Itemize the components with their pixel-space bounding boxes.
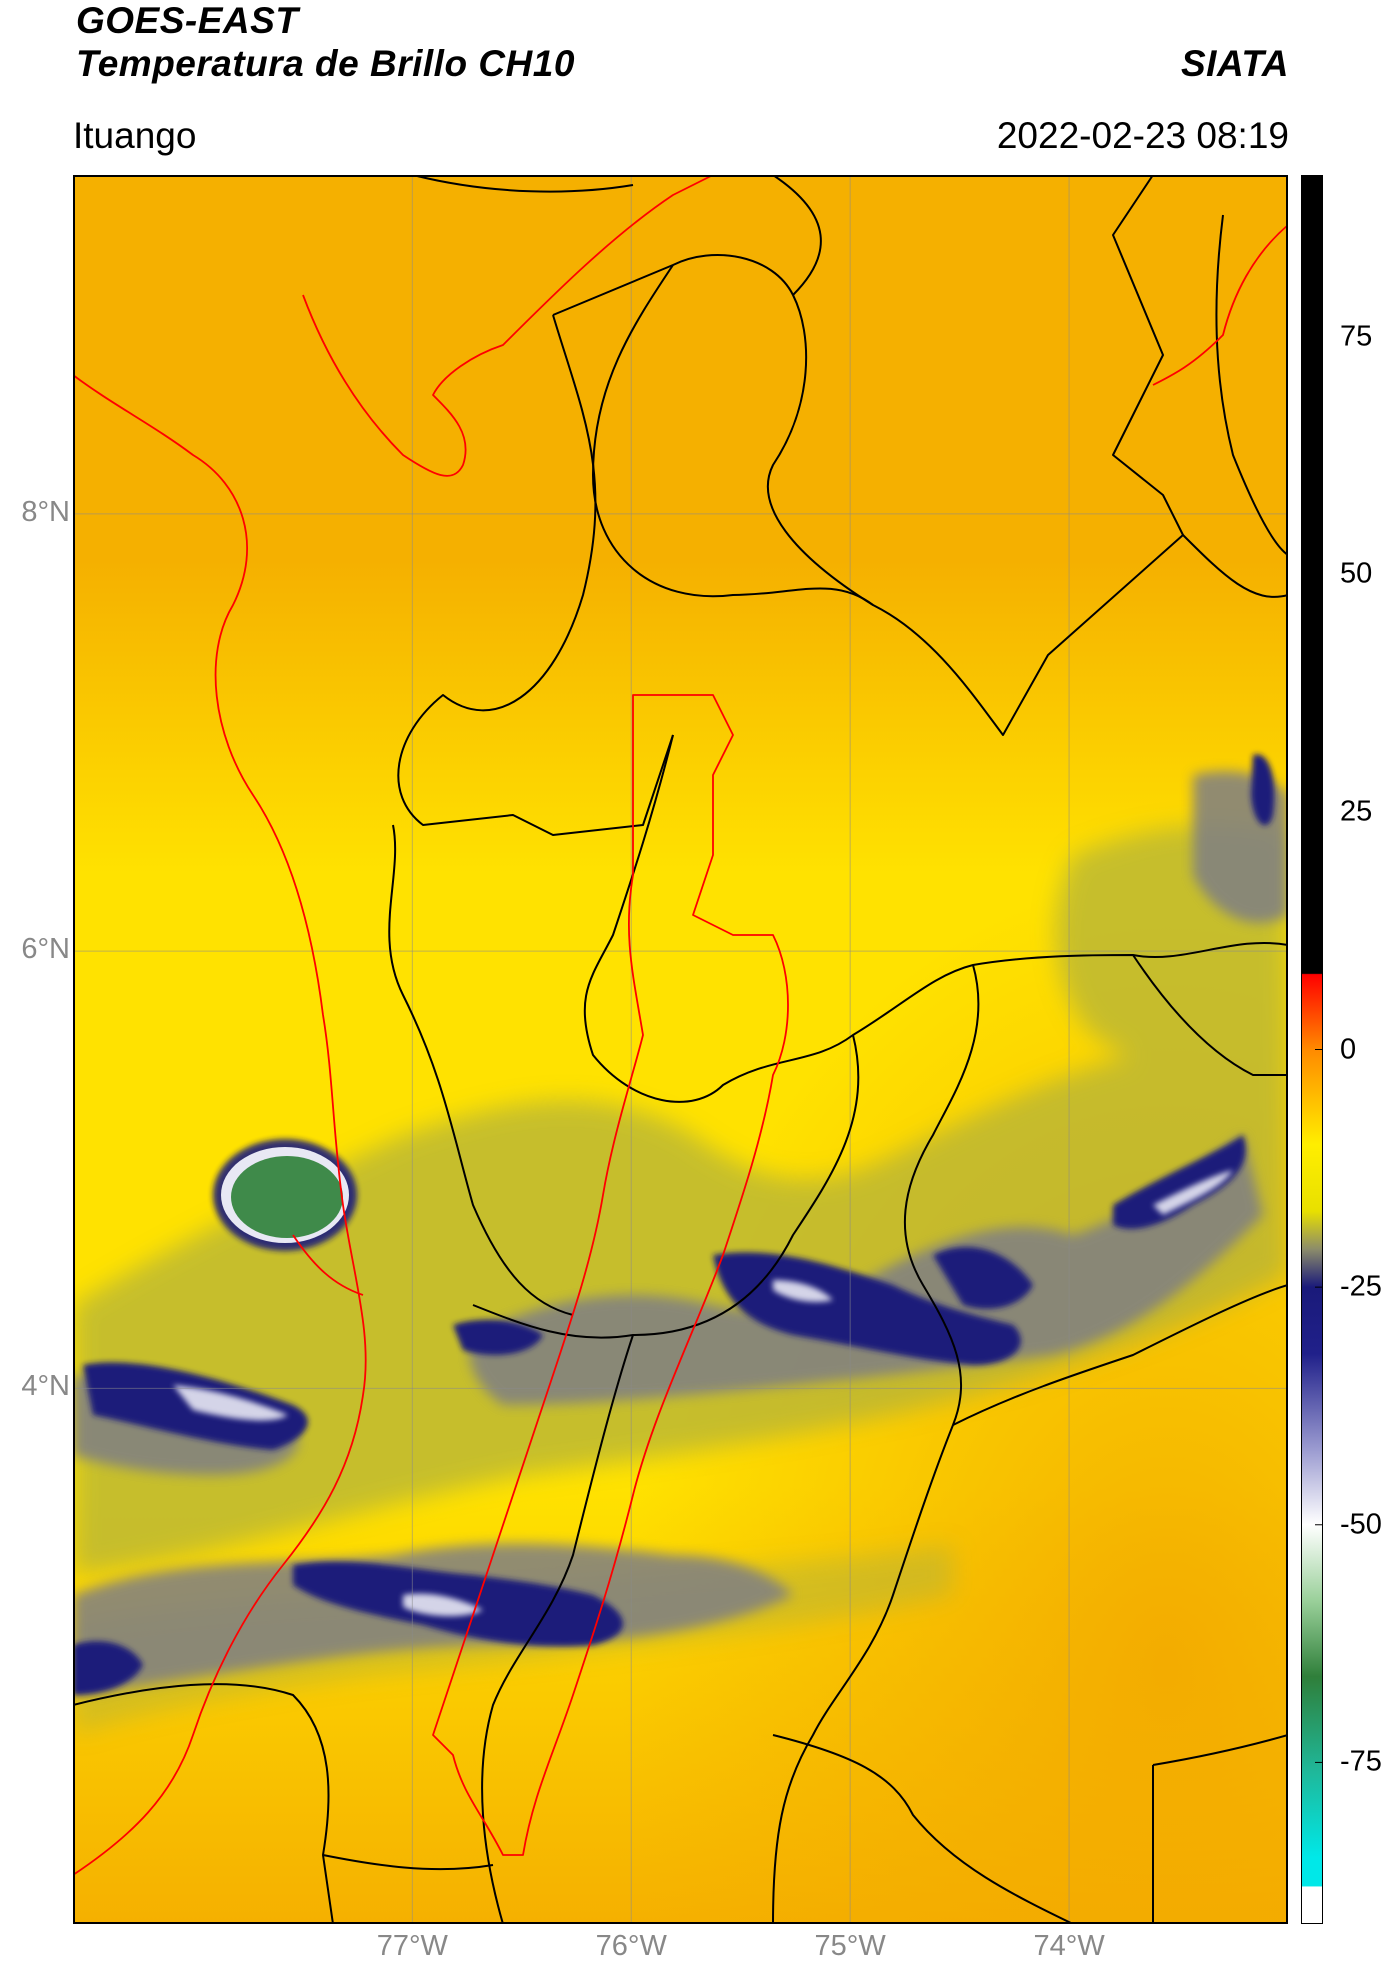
timestamp-label: 2022-02-23 08:19 <box>996 115 1289 156</box>
lon-tick-label: 74°W <box>1033 1930 1105 1962</box>
colorbar-ramp <box>1301 175 1323 1924</box>
colorbar-tick-label: -75 <box>1340 1745 1382 1778</box>
gridlines <box>73 175 1288 1924</box>
map-frame <box>73 175 1288 1924</box>
title-product: Temperatura de Brillo CH10 <box>76 43 575 84</box>
lat-tick-label: 6°N <box>21 933 70 966</box>
lon-tick-label: 77°W <box>376 1930 448 1962</box>
department-borders <box>73 175 1288 1924</box>
satellite-map <box>73 175 1288 1924</box>
lat-tick-label: 4°N <box>21 1370 70 1403</box>
colorbar-tick-label: 0 <box>1340 1033 1357 1065</box>
brand-label: SIATA <box>1180 43 1289 84</box>
map-canvas <box>73 175 1288 1924</box>
lon-tick-label: 76°W <box>595 1930 667 1962</box>
colorbar <box>1301 175 1323 1924</box>
colorbar-tick-label: -50 <box>1340 1508 1382 1541</box>
cold-cell-core <box>231 1156 343 1238</box>
colorbar-tick-label: 50 <box>1340 557 1373 590</box>
colorbar-tick-label: -25 <box>1340 1270 1382 1303</box>
lon-tick-label: 75°W <box>814 1930 886 1962</box>
red-boundaries <box>73 175 1288 1876</box>
cloud-layer <box>73 754 1288 1735</box>
colorbar-tick-label: 25 <box>1340 795 1373 828</box>
lat-tick-label: 8°N <box>21 495 70 528</box>
location-label: Ituango <box>73 115 197 156</box>
colorbar-tick-label: 75 <box>1340 320 1373 353</box>
title-satellite: GOES-EAST <box>76 0 299 41</box>
